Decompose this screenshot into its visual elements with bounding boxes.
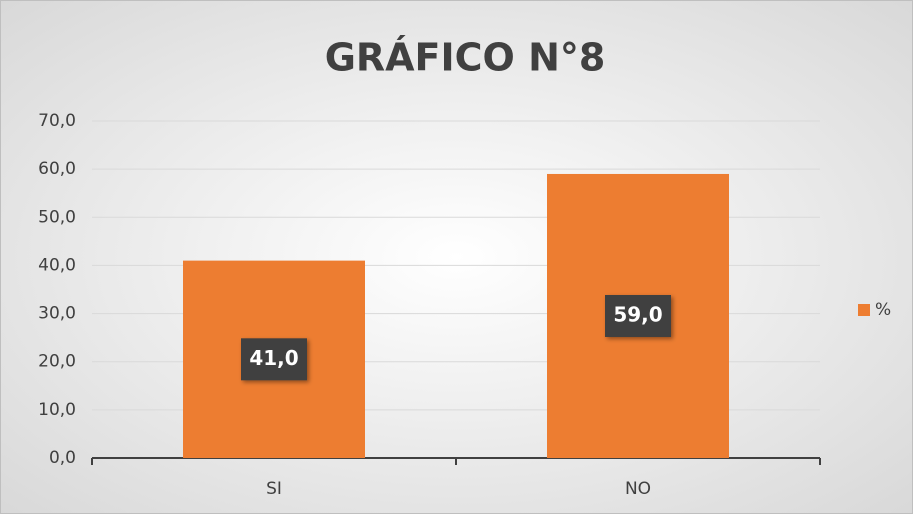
y-tick-label: 40,0 bbox=[38, 255, 76, 275]
y-tick-label: 50,0 bbox=[38, 207, 76, 227]
y-tick-label: 0,0 bbox=[49, 448, 76, 468]
data-label-box bbox=[241, 338, 307, 381]
data-label: 41,0 bbox=[249, 346, 298, 370]
y-tick-label: 20,0 bbox=[38, 352, 76, 372]
y-tick-label: 60,0 bbox=[38, 159, 76, 179]
data-label-box bbox=[605, 294, 671, 337]
chart-title: GRÁFICO N°8 bbox=[325, 36, 606, 80]
x-tick-label: SI bbox=[266, 479, 282, 499]
x-tick-label: NO bbox=[625, 479, 651, 499]
legend-swatch bbox=[858, 304, 870, 316]
y-tick-label: 70,0 bbox=[38, 111, 76, 131]
y-tick-label: 30,0 bbox=[38, 304, 76, 324]
y-tick-label: 10,0 bbox=[38, 400, 76, 420]
data-label: 59,0 bbox=[613, 302, 662, 326]
legend-label: % bbox=[875, 300, 891, 320]
